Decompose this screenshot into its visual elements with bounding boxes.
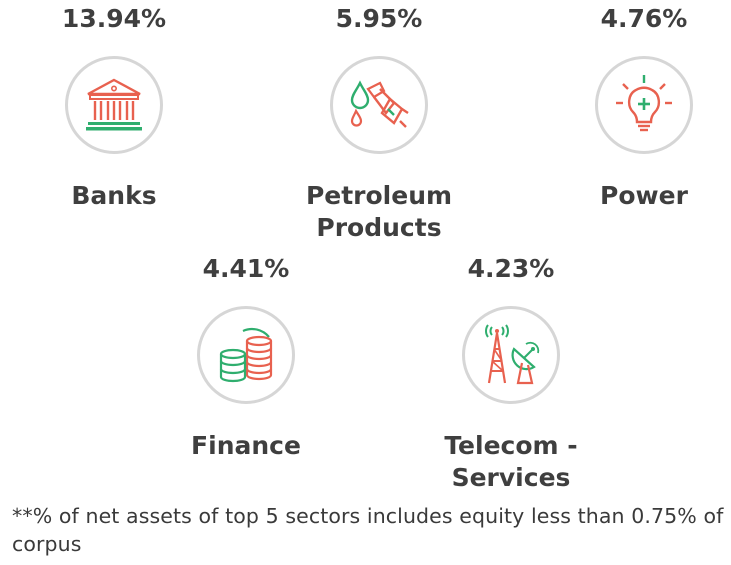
footnote: **% of net assets of top 5 sectors inclu… bbox=[12, 504, 724, 556]
sector-power: 4.76% Power bbox=[544, 4, 731, 212]
sector-label: Banks bbox=[71, 181, 157, 210]
icon-circle bbox=[595, 56, 693, 154]
sector-banks: 13.94% Banks bbox=[14, 4, 214, 212]
sector-percent: 5.95% bbox=[335, 4, 423, 33]
icon-circle bbox=[197, 306, 295, 404]
fuel-nozzle-icon bbox=[350, 80, 409, 128]
icon-circle bbox=[462, 306, 560, 404]
sector-label: Power bbox=[600, 181, 688, 210]
coins-icon bbox=[219, 327, 273, 383]
sector-percent: 4.76% bbox=[600, 4, 688, 33]
light-bulb-icon bbox=[616, 75, 672, 132]
sector-label: Petroleum Products bbox=[305, 181, 453, 242]
sector-percent: 4.23% bbox=[467, 254, 555, 283]
sector-label: Finance bbox=[191, 431, 301, 460]
icon-circle bbox=[330, 56, 428, 154]
sector-petroleum-products: 5.95% Petroleum Products bbox=[279, 4, 479, 244]
icon-circle bbox=[65, 56, 163, 154]
bank-icon bbox=[86, 78, 142, 131]
sector-telecom-services: 4.23% Telecom - Services bbox=[411, 254, 611, 494]
sector-finance: 4.41% Finance bbox=[146, 254, 346, 462]
sector-label: Telecom - Services bbox=[444, 431, 578, 492]
sector-percent: 4.41% bbox=[202, 254, 290, 283]
telecom-tower-icon bbox=[485, 324, 540, 385]
sector-percent: 13.94% bbox=[61, 4, 167, 33]
